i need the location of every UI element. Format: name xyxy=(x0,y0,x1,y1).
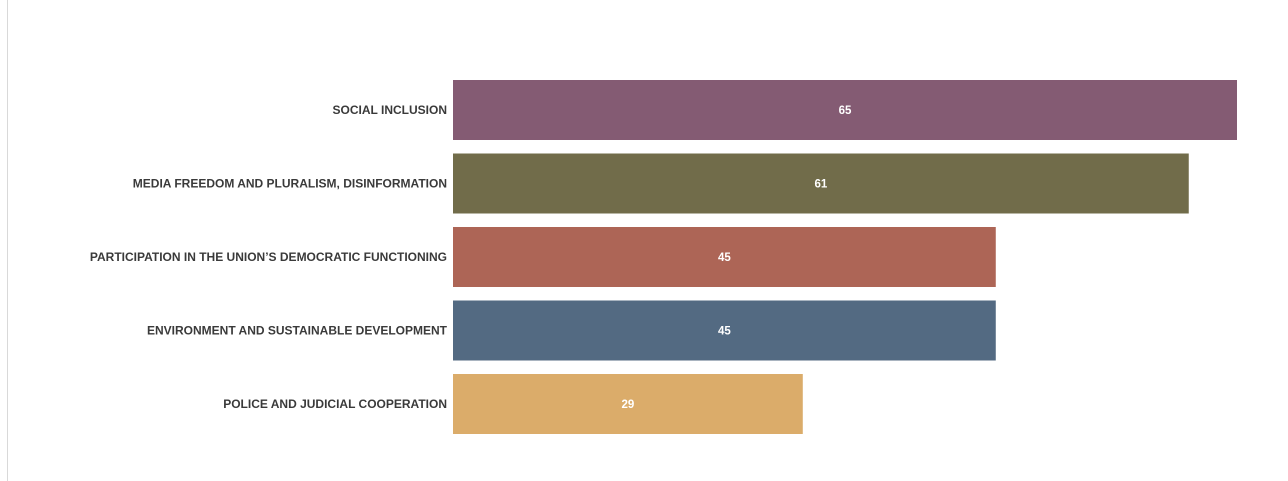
value-label: 61 xyxy=(814,179,827,191)
category-label: PARTICIPATION IN THE UNION’S DEMOCRATIC … xyxy=(90,250,447,264)
bar[interactable] xyxy=(453,80,1237,140)
category-label: POLICE AND JUDICIAL COOPERATION xyxy=(223,397,447,411)
bar[interactable] xyxy=(453,153,1189,214)
category-label: MEDIA FREEDOM AND PLURALISM, DISINFORMAT… xyxy=(133,177,447,191)
bar[interactable] xyxy=(453,374,803,434)
category-label: SOCIAL INCLUSION xyxy=(333,103,447,117)
bar[interactable] xyxy=(453,300,996,361)
left-border-line xyxy=(7,0,8,481)
value-label: 65 xyxy=(839,105,852,117)
value-label: 45 xyxy=(718,326,731,338)
bar[interactable] xyxy=(453,227,996,287)
bar-group: SOCIAL INCLUSION 65 xyxy=(333,80,1237,140)
bar-group: PARTICIPATION IN THE UNION’S DEMOCRATIC … xyxy=(90,227,996,287)
bar-group: POLICE AND JUDICIAL COOPERATION 29 xyxy=(223,374,803,434)
value-label: 45 xyxy=(718,252,731,264)
category-label: ENVIRONMENT AND SUSTAINABLE DEVELOPMENT xyxy=(147,324,448,338)
bar-group: ENVIRONMENT AND SUSTAINABLE DEVELOPMENT 4… xyxy=(147,300,996,361)
bar-group: MEDIA FREEDOM AND PLURALISM, DISINFORMAT… xyxy=(133,153,1189,214)
value-label: 29 xyxy=(621,399,634,411)
